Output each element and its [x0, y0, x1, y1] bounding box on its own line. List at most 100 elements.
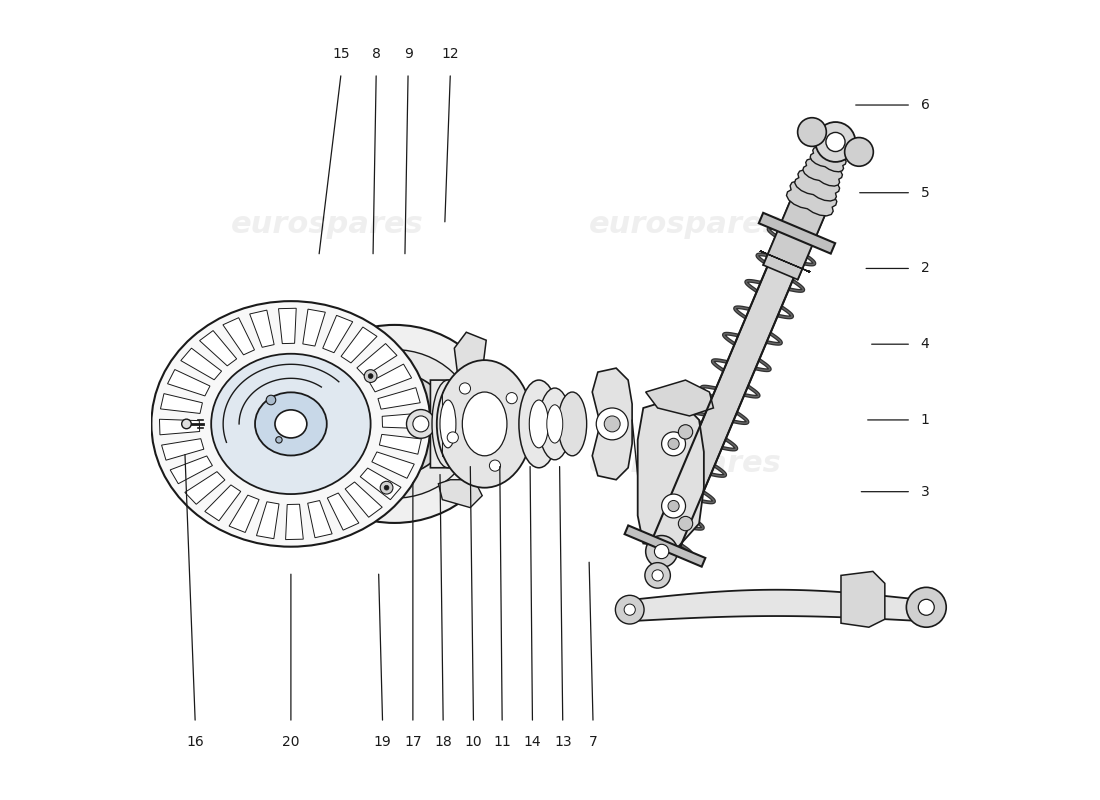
Polygon shape [430, 380, 452, 468]
Text: 9: 9 [404, 47, 412, 61]
Ellipse shape [339, 373, 450, 475]
Polygon shape [199, 330, 236, 366]
Ellipse shape [437, 360, 532, 488]
Circle shape [276, 437, 282, 443]
Circle shape [506, 393, 517, 404]
Ellipse shape [314, 350, 475, 498]
Text: 2: 2 [921, 262, 929, 275]
Polygon shape [302, 309, 326, 346]
Polygon shape [229, 495, 260, 533]
Polygon shape [638, 398, 704, 547]
Circle shape [368, 374, 373, 378]
Circle shape [646, 535, 678, 567]
Text: 20: 20 [283, 735, 299, 749]
Polygon shape [653, 254, 800, 547]
Polygon shape [185, 472, 224, 504]
Circle shape [490, 460, 500, 471]
Circle shape [266, 395, 276, 405]
Ellipse shape [558, 392, 586, 456]
Ellipse shape [547, 405, 563, 443]
Text: 13: 13 [554, 735, 572, 749]
Polygon shape [811, 147, 846, 172]
Circle shape [615, 595, 645, 624]
Polygon shape [170, 456, 212, 484]
Text: 19: 19 [374, 735, 392, 749]
Text: 4: 4 [921, 337, 929, 351]
Text: 14: 14 [524, 735, 541, 749]
Text: eurospares: eurospares [590, 210, 782, 239]
Circle shape [596, 408, 628, 440]
Circle shape [679, 516, 693, 530]
Circle shape [645, 562, 670, 588]
Text: 3: 3 [921, 485, 929, 498]
Polygon shape [763, 200, 825, 279]
Polygon shape [345, 482, 382, 518]
Ellipse shape [152, 301, 430, 546]
Text: eurospares: eurospares [230, 450, 424, 478]
Text: 16: 16 [186, 735, 205, 749]
Circle shape [384, 486, 389, 490]
Polygon shape [286, 504, 304, 539]
Circle shape [412, 416, 429, 432]
Polygon shape [205, 485, 241, 521]
Circle shape [448, 432, 459, 443]
Circle shape [826, 133, 845, 151]
Circle shape [679, 425, 693, 439]
Circle shape [845, 138, 873, 166]
Text: 6: 6 [921, 98, 929, 112]
Circle shape [661, 494, 685, 518]
Polygon shape [625, 526, 705, 566]
Circle shape [798, 118, 826, 146]
Polygon shape [379, 434, 421, 454]
Text: 18: 18 [434, 735, 452, 749]
Circle shape [654, 544, 669, 558]
Polygon shape [803, 158, 843, 186]
Polygon shape [160, 419, 199, 435]
Text: 12: 12 [441, 47, 459, 61]
Polygon shape [759, 213, 835, 254]
Text: 11: 11 [493, 735, 512, 749]
Circle shape [624, 604, 636, 615]
Circle shape [604, 416, 620, 432]
Circle shape [668, 438, 679, 450]
Circle shape [407, 410, 436, 438]
Polygon shape [250, 310, 274, 347]
Polygon shape [308, 501, 332, 538]
Polygon shape [454, 332, 486, 392]
Ellipse shape [519, 380, 559, 468]
Ellipse shape [539, 388, 571, 460]
Polygon shape [382, 413, 422, 429]
Polygon shape [328, 493, 359, 530]
Ellipse shape [462, 392, 507, 456]
Polygon shape [161, 394, 202, 414]
Polygon shape [646, 380, 714, 416]
Circle shape [661, 432, 685, 456]
Polygon shape [794, 170, 839, 201]
Polygon shape [636, 590, 916, 621]
Text: eurospares: eurospares [230, 210, 424, 239]
Polygon shape [278, 308, 296, 343]
Polygon shape [842, 571, 884, 627]
Ellipse shape [440, 400, 455, 448]
Circle shape [182, 419, 191, 429]
Polygon shape [378, 388, 420, 409]
Circle shape [364, 370, 377, 382]
Polygon shape [372, 452, 415, 478]
Polygon shape [439, 480, 482, 508]
Ellipse shape [255, 392, 327, 455]
Text: 10: 10 [464, 735, 482, 749]
Text: eurospares: eurospares [590, 450, 782, 478]
Circle shape [906, 587, 946, 627]
Circle shape [668, 501, 679, 512]
Circle shape [460, 383, 471, 394]
Circle shape [381, 482, 393, 494]
Polygon shape [162, 438, 204, 460]
Text: 5: 5 [921, 186, 929, 200]
Polygon shape [360, 468, 401, 500]
Polygon shape [341, 327, 377, 363]
Text: 1: 1 [921, 413, 929, 427]
Ellipse shape [287, 325, 503, 523]
Ellipse shape [432, 380, 464, 468]
Ellipse shape [275, 410, 307, 438]
Text: 17: 17 [404, 735, 421, 749]
